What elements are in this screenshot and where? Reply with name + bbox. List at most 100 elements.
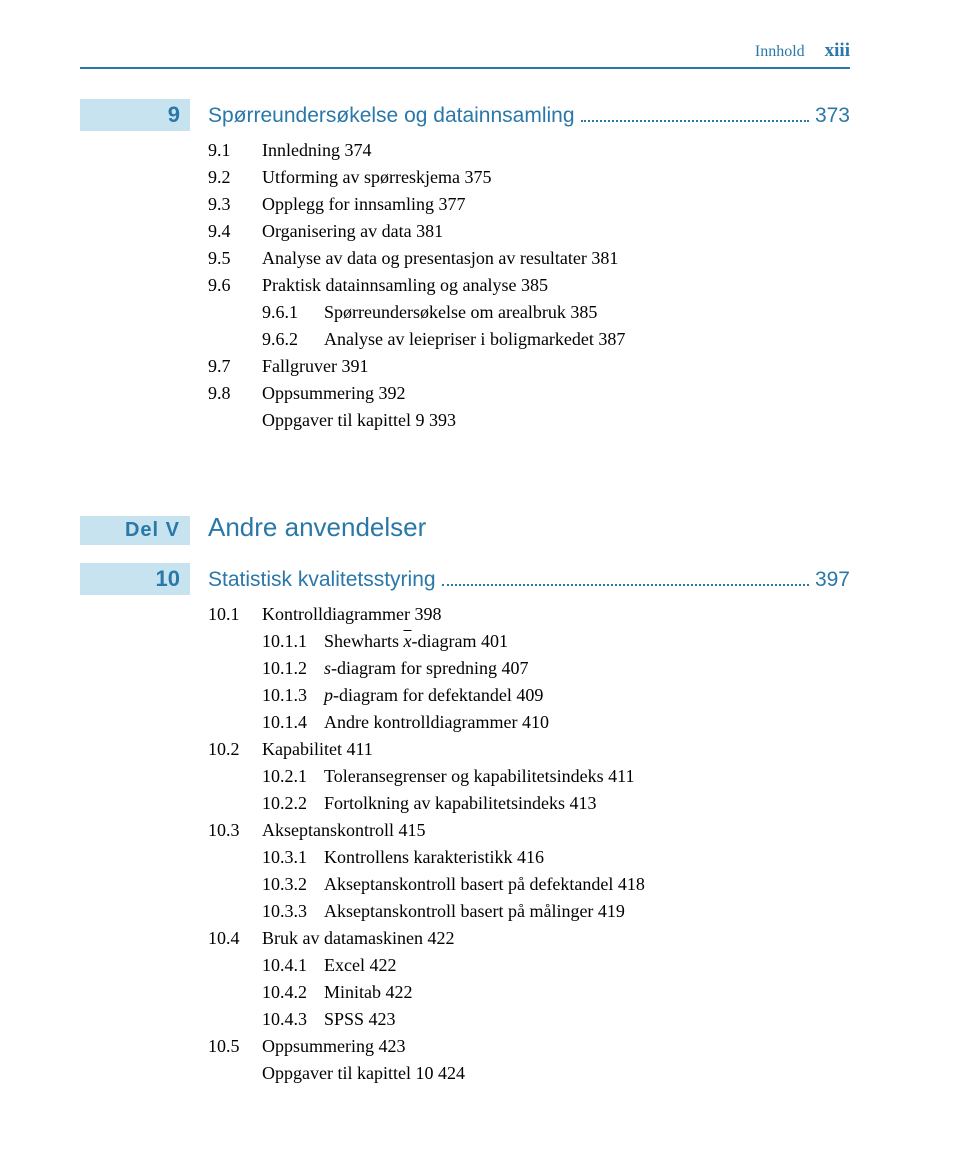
- toc-subnumber: 9.6.1: [262, 299, 324, 326]
- chapter-number-chip: 10: [80, 563, 190, 595]
- chapter-title-row: Statistisk kvalitetsstyring 397: [208, 568, 850, 592]
- toc-text: Oppsummering 423: [262, 1033, 406, 1060]
- chapter-page: 373: [815, 104, 850, 128]
- toc-text: Toleransegrenser og kapabilitetsindeks 4…: [324, 763, 634, 790]
- toc-text: Kontrolldiagrammer 398: [262, 601, 441, 628]
- toc-entry: 10.1.3p-diagram for defektandel 409: [262, 682, 850, 709]
- toc-entry: 9.1Innledning 374: [208, 137, 850, 164]
- toc-text: Akseptanskontroll basert på målinger 419: [324, 898, 625, 925]
- chapter-10-heading: 10 Statistisk kvalitetsstyring 397: [80, 563, 850, 595]
- toc-number: 9.5: [208, 245, 262, 272]
- toc-entry: 10.4.2Minitab 422: [262, 979, 850, 1006]
- toc-number: [208, 1060, 262, 1087]
- header-page-number: xiii: [825, 40, 850, 62]
- toc-entry: 10.1.2s-diagram for spredning 407: [262, 655, 850, 682]
- toc-subnumber: 9.6.2: [262, 326, 324, 353]
- chapter-number-chip: 9: [80, 99, 190, 131]
- toc-number: 10.2: [208, 736, 262, 763]
- toc-entry: 10.5Oppsummering 423: [208, 1033, 850, 1060]
- chapter-title: Statistisk kvalitetsstyring: [208, 568, 436, 592]
- toc-subnumber: 10.4.3: [262, 1006, 324, 1033]
- toc-entry: 10.3.1Kontrollens karakteristikk 416: [262, 844, 850, 871]
- toc-text: Oppsummering 392: [262, 380, 406, 407]
- running-header: Innhold xiii: [80, 40, 850, 62]
- toc-text: Oppgaver til kapittel 9 393: [262, 407, 456, 434]
- toc-number: 9.1: [208, 137, 262, 164]
- chapter-9-toc: 9.1Innledning 3749.2Utforming av spørres…: [208, 137, 850, 434]
- toc-subnumber: 10.3.3: [262, 898, 324, 925]
- toc-entry: 10.1.4Andre kontrolldiagrammer 410: [262, 709, 850, 736]
- chapter-title: Spørreundersøkelse og datainnsamling: [208, 104, 575, 128]
- toc-number: 9.2: [208, 164, 262, 191]
- part-chip: Del V: [80, 516, 190, 545]
- leader-dots: [581, 120, 809, 122]
- toc-entry: 10.2.2Fortolkning av kapabilitetsindeks …: [262, 790, 850, 817]
- toc-text: Analyse av leiepriser i boligmarkedet 38…: [324, 326, 625, 353]
- toc-entry: 9.7Fallgruver 391: [208, 353, 850, 380]
- toc-entry: 9.5Analyse av data og presentasjon av re…: [208, 245, 850, 272]
- toc-entry: Oppgaver til kapittel 9 393: [208, 407, 850, 434]
- chapter-number: 9: [168, 102, 180, 127]
- part-title: Andre anvendelser: [208, 512, 426, 543]
- toc-text: Spørreundersøkelse om arealbruk 385: [324, 299, 597, 326]
- toc-subnumber: 10.1.1: [262, 628, 324, 655]
- toc-entry: 9.4Organisering av data 381: [208, 218, 850, 245]
- toc-text: Kontrollens karakteristikk 416: [324, 844, 544, 871]
- chapter-number: 10: [156, 566, 180, 591]
- toc-entry: 10.4Bruk av datamaskinen 422: [208, 925, 850, 952]
- toc-text: Bruk av datamaskinen 422: [262, 925, 454, 952]
- toc-number: 9.8: [208, 380, 262, 407]
- toc-entry: 10.3Akseptanskontroll 415: [208, 817, 850, 844]
- toc-text: Praktisk datainnsamling og analyse 385: [262, 272, 548, 299]
- header-rule: [80, 67, 850, 69]
- toc-number: [208, 407, 262, 434]
- toc-entry: Oppgaver til kapittel 10 424: [208, 1060, 850, 1087]
- toc-subnumber: 10.1.3: [262, 682, 324, 709]
- toc-text: Shewharts x-diagram 401: [324, 628, 508, 655]
- toc-entry: 10.1.1Shewharts x-diagram 401: [262, 628, 850, 655]
- toc-number: 10.1: [208, 601, 262, 628]
- toc-entry: 9.3Opplegg for innsamling 377: [208, 191, 850, 218]
- part-label: Del V: [125, 519, 180, 541]
- toc-subnumber: 10.2.2: [262, 790, 324, 817]
- header-label: Innhold: [755, 43, 805, 61]
- toc-entry: 10.3.2Akseptanskontroll basert på defekt…: [262, 871, 850, 898]
- toc-number: 9.7: [208, 353, 262, 380]
- toc-subnumber: 10.3.1: [262, 844, 324, 871]
- toc-text: Fallgruver 391: [262, 353, 368, 380]
- toc-subnumber: 10.4.2: [262, 979, 324, 1006]
- toc-number: 10.3: [208, 817, 262, 844]
- toc-subnumber: 10.2.1: [262, 763, 324, 790]
- toc-entry: 10.2.1Toleransegrenser og kapabilitetsin…: [262, 763, 850, 790]
- toc-text: Analyse av data og presentasjon av resul…: [262, 245, 618, 272]
- part-v-heading: Del V Andre anvendelser: [80, 512, 850, 545]
- toc-subnumber: 10.4.1: [262, 952, 324, 979]
- toc-text: Minitab 422: [324, 979, 413, 1006]
- toc-text: Utforming av spørreskjema 375: [262, 164, 491, 191]
- toc-subnumber: 10.1.4: [262, 709, 324, 736]
- chapter-page: 397: [815, 568, 850, 592]
- toc-text: SPSS 423: [324, 1006, 396, 1033]
- toc-entry: 9.6.2Analyse av leiepriser i boligmarked…: [262, 326, 850, 353]
- toc-text: Kapabilitet 411: [262, 736, 373, 763]
- toc-entry: 10.4.1Excel 422: [262, 952, 850, 979]
- toc-number: 10.4: [208, 925, 262, 952]
- toc-entry: 10.3.3Akseptanskontroll basert på måling…: [262, 898, 850, 925]
- toc-entry: 10.4.3SPSS 423: [262, 1006, 850, 1033]
- toc-text: p-diagram for defektandel 409: [324, 682, 543, 709]
- toc-subnumber: 10.1.2: [262, 655, 324, 682]
- toc-text: Akseptanskontroll 415: [262, 817, 426, 844]
- toc-entry: 9.6.1Spørreundersøkelse om arealbruk 385: [262, 299, 850, 326]
- toc-text: Andre kontrolldiagrammer 410: [324, 709, 549, 736]
- toc-number: 9.6: [208, 272, 262, 299]
- toc-text: Excel 422: [324, 952, 396, 979]
- toc-entry: 9.2Utforming av spørreskjema 375: [208, 164, 850, 191]
- toc-entry: 10.2Kapabilitet 411: [208, 736, 850, 763]
- toc-number: 9.4: [208, 218, 262, 245]
- toc-text: Akseptanskontroll basert på defektandel …: [324, 871, 645, 898]
- toc-number: 10.5: [208, 1033, 262, 1060]
- toc-entry: 9.8Oppsummering 392: [208, 380, 850, 407]
- toc-subnumber: 10.3.2: [262, 871, 324, 898]
- toc-entry: 10.1Kontrolldiagrammer 398: [208, 601, 850, 628]
- toc-text: Opplegg for innsamling 377: [262, 191, 465, 218]
